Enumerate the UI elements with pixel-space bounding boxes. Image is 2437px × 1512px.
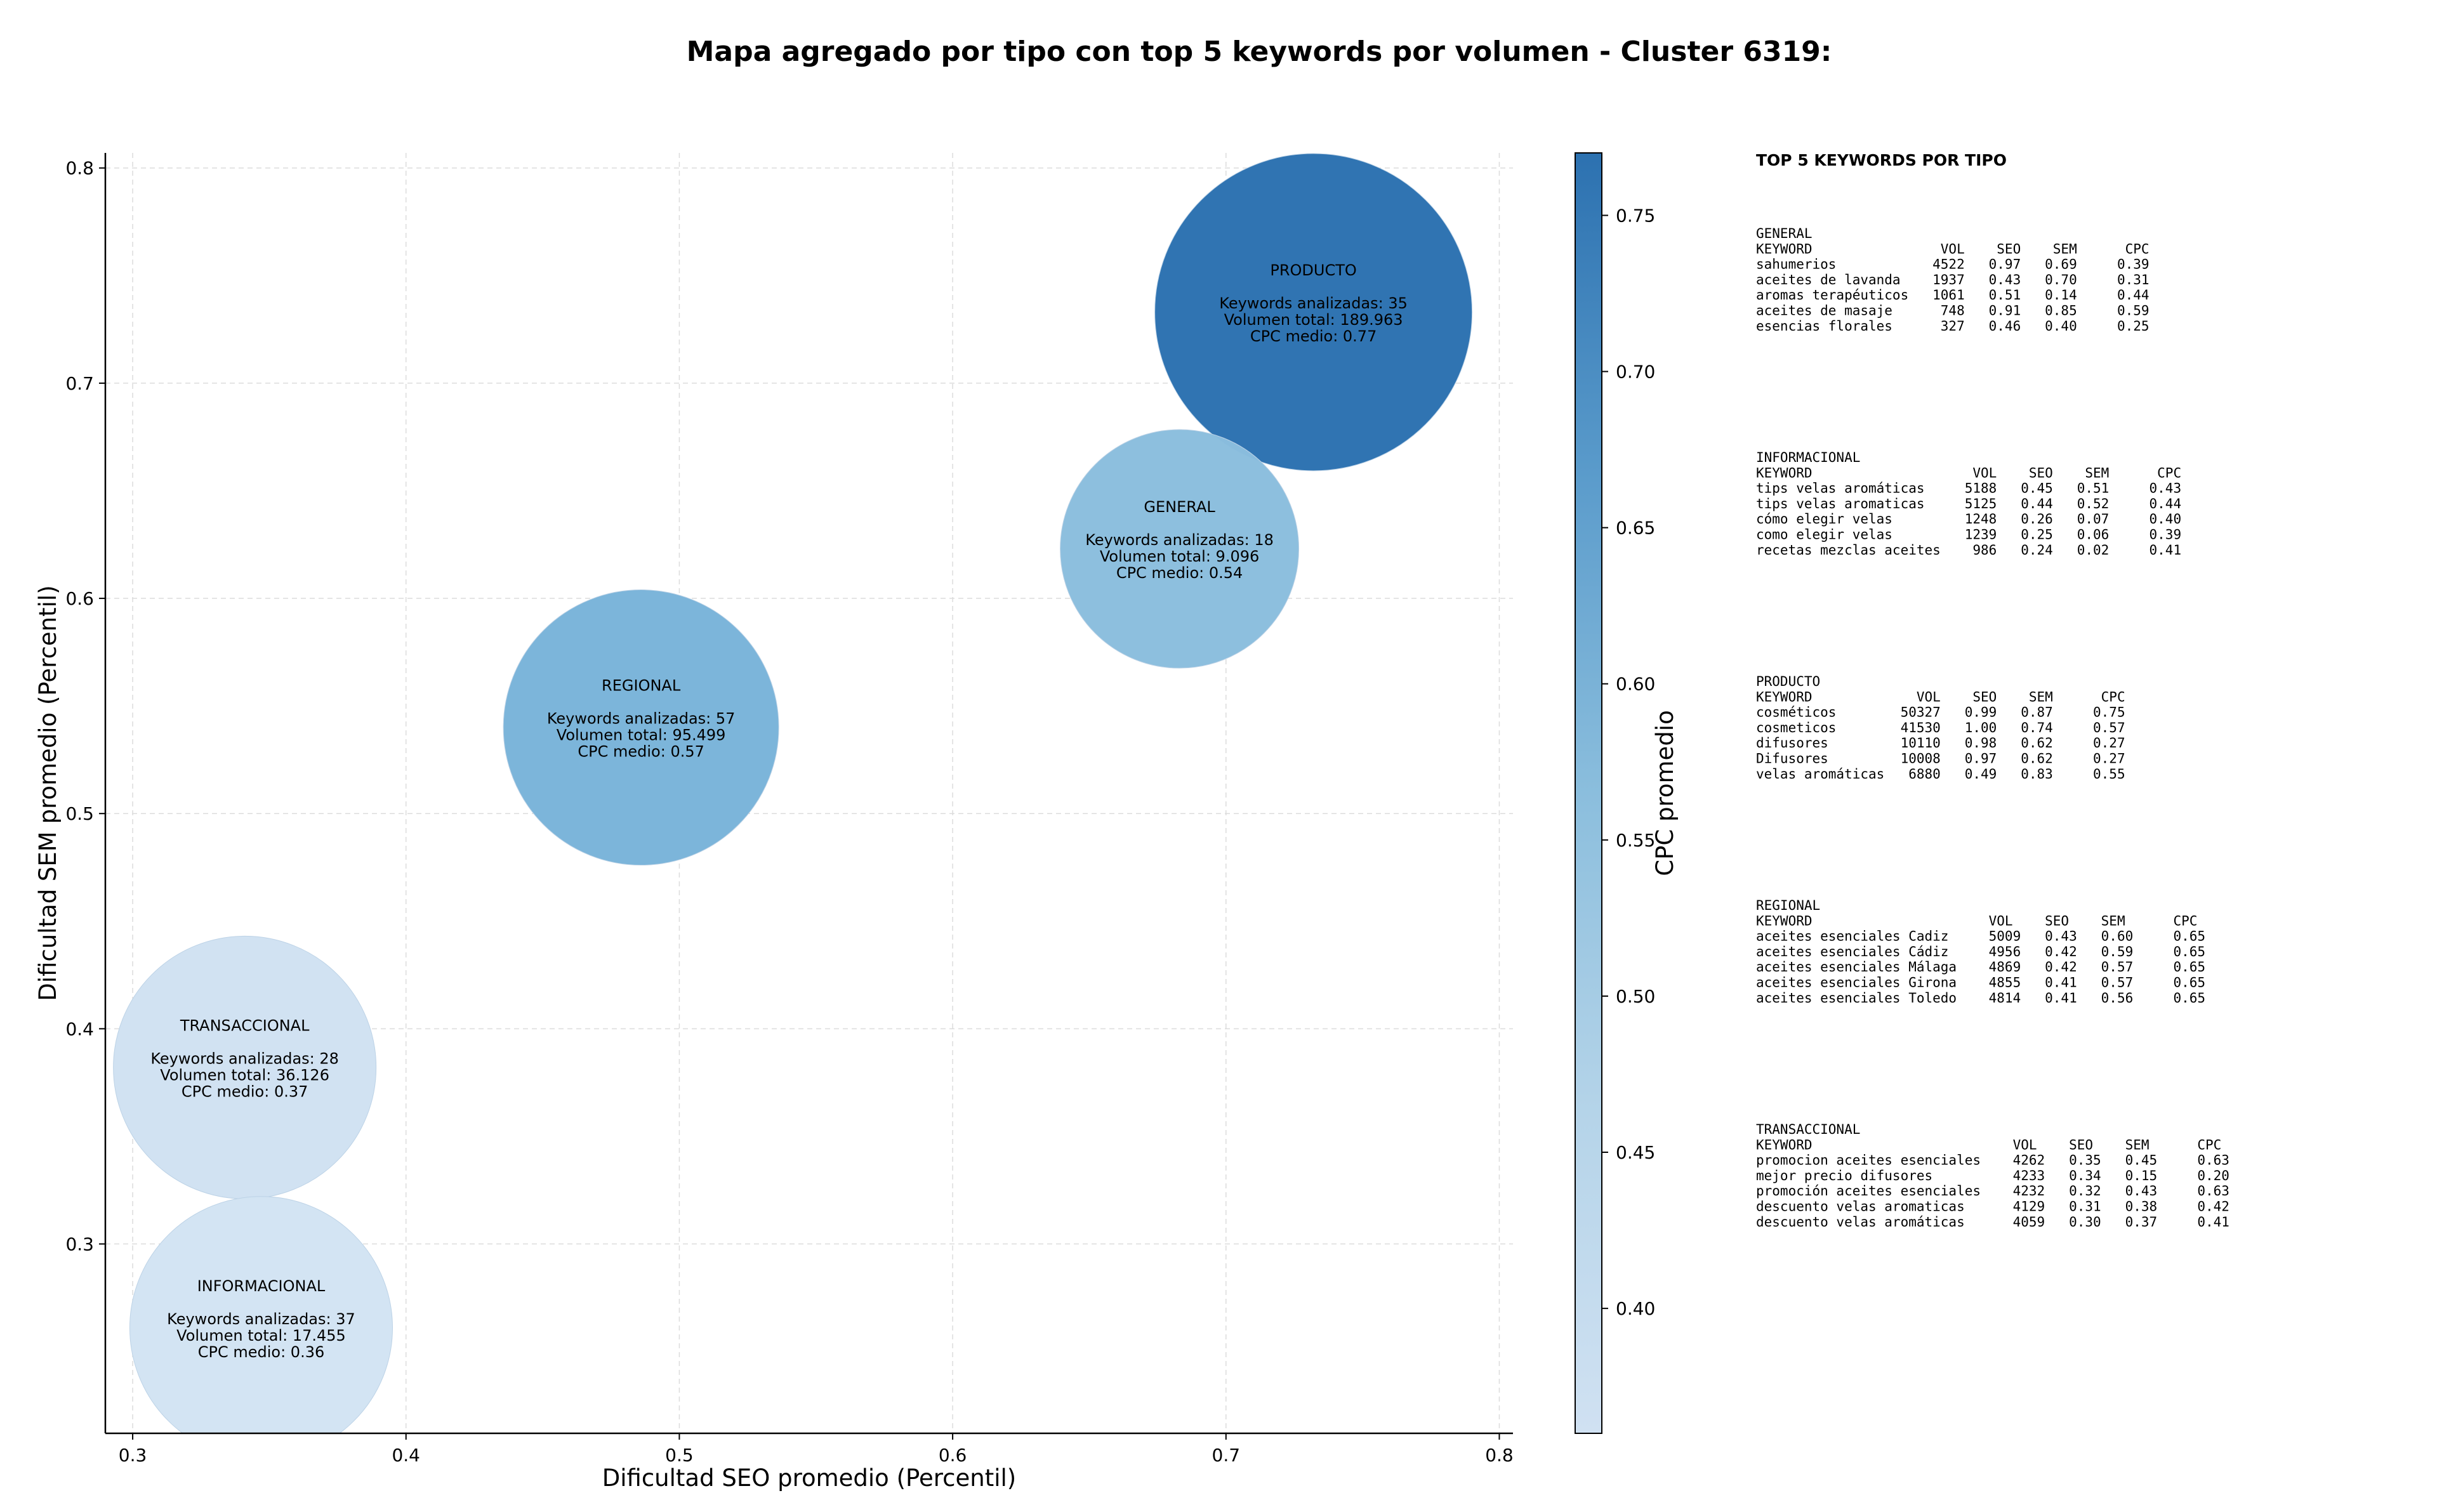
y-tick-label: 0.8 (65, 158, 94, 179)
panel-table-row: mejor precio difusores 4233 0.34 0.15 0.… (1756, 1168, 2229, 1183)
bubble-producto (1154, 153, 1473, 471)
x-tick-label: 0.4 (392, 1445, 420, 1466)
bubble-label-cpc-line: CPC medio: 0.77 (1250, 327, 1377, 345)
side-panel-title: TOP 5 KEYWORDS POR TIPO (1756, 151, 2007, 169)
bubbles (113, 153, 1473, 1433)
panel-table-header: KEYWORD VOL SEO SEM CPC (1756, 465, 2181, 480)
bubble-label-cpc-line: CPC medio: 0.36 (198, 1343, 325, 1361)
panel-table-row: difusores 10110 0.98 0.62 0.27 (1756, 735, 2125, 751)
bubble-label-volumen-line: Volumen total: 9.096 (1100, 548, 1259, 565)
y-tick-label: 0.6 (65, 588, 94, 609)
bubble-general (1060, 429, 1300, 669)
panel-table-row: cosméticos 50327 0.99 0.87 0.75 (1756, 705, 2125, 720)
panel-table-row: tips velas aromáticas 5188 0.45 0.51 0.4… (1756, 481, 2181, 496)
bubble-label-cpc-line: CPC medio: 0.37 (182, 1082, 308, 1100)
y-tick-label: 0.7 (65, 373, 94, 394)
y-tick-label: 0.5 (65, 803, 94, 824)
bubble-label-volumen-line: Volumen total: 17.455 (176, 1327, 346, 1344)
bubble-label-keywords-line: Keywords analizadas: 57 (547, 710, 736, 728)
panel-table-row: esencias florales 327 0.46 0.40 0.25 (1756, 319, 2150, 334)
colorbar-tick-label: 0.75 (1616, 205, 1655, 226)
colorbar-label: CPC promedio (1651, 710, 1679, 876)
bubble-label-volumen-line: Volumen total: 189.963 (1224, 311, 1403, 329)
bubble-label-cpc-line: CPC medio: 0.57 (578, 743, 704, 761)
panel-table-row: descuento velas aromaticas 4129 0.31 0.3… (1756, 1199, 2229, 1214)
y-ticks: 0.3 0.4 0.5 0.6 0.7 0.8 (65, 158, 105, 1255)
panel-table-header: KEYWORD VOL SEO SEM CPC (1756, 913, 2197, 928)
panel-table-row: recetas mezclas aceites 986 0.24 0.02 0.… (1756, 542, 2181, 558)
colorbar-tick-label: 0.70 (1616, 362, 1655, 383)
panel-table-row: Difusores 10008 0.97 0.62 0.27 (1756, 751, 2125, 766)
panel-table-row: como elegir velas 1239 0.25 0.06 0.39 (1756, 527, 2181, 542)
panel-table-row: aceites esenciales Cádiz 4956 0.42 0.59 … (1756, 944, 2205, 959)
panel-block-title: GENERAL (1756, 226, 1813, 241)
panel-block-title: PRODUCTO (1756, 674, 1820, 689)
y-axis-label: Dificultad SEM promedio (Percentil) (34, 585, 62, 1001)
bubble-label-keywords-line: Keywords analizadas: 18 (1085, 531, 1274, 549)
bubble-label-keywords-line: Keywords analizadas: 37 (167, 1310, 355, 1328)
bubble-label-keywords-line: Keywords analizadas: 35 (1219, 294, 1408, 312)
panel-table-row: velas aromáticas 6880 0.49 0.83 0.55 (1756, 766, 2125, 782)
panel-block-title: TRANSACCIONAL (1756, 1122, 1860, 1137)
panel-table-row: promoción aceites esenciales 4232 0.32 0… (1756, 1183, 2229, 1199)
panel-table-header: KEYWORD VOL SEO SEM CPC (1756, 689, 2125, 704)
x-tick-label: 0.3 (119, 1445, 147, 1466)
bubble-label-cpc-line: CPC medio: 0.54 (1116, 564, 1243, 582)
colorbar-tick-label: 0.40 (1616, 1298, 1655, 1319)
bubble-informacional (129, 1196, 393, 1433)
bubble-regional (503, 589, 779, 866)
x-tick-label: 0.7 (1212, 1445, 1241, 1466)
panel-block-title: REGIONAL (1756, 898, 1820, 913)
panel-table-header: KEYWORD VOL SEO SEM CPC (1756, 241, 2150, 256)
colorbar-tick-label: 0.60 (1616, 674, 1655, 695)
x-axis-label: Dificultad SEO promedio (Percentil) (602, 1464, 1016, 1492)
x-tick-label: 0.6 (939, 1445, 967, 1466)
panel-table-row: promocion aceites esenciales 4262 0.35 0… (1756, 1153, 2229, 1168)
panel-table-row: cosmeticos 41530 1.00 0.74 0.57 (1756, 720, 2125, 735)
bubble-label-tipo: GENERAL (1144, 498, 1215, 516)
x-ticks: 0.3 0.4 0.5 0.6 0.7 0.8 (119, 1433, 1514, 1466)
y-tick-label: 0.3 (65, 1234, 94, 1255)
colorbar-tick-label: 0.45 (1616, 1142, 1655, 1163)
panel-table-row: aceites esenciales Toledo 4814 0.41 0.56… (1756, 990, 2205, 1006)
colorbar-tick-label: 0.55 (1616, 830, 1655, 851)
panel-table-row: descuento velas aromáticas 4059 0.30 0.3… (1756, 1214, 2229, 1230)
x-tick-label: 0.5 (665, 1445, 694, 1466)
bubble-label-tipo: PRODUCTO (1270, 261, 1356, 279)
bubble-label-volumen-line: Volumen total: 36.126 (160, 1066, 329, 1084)
plot-frame (104, 153, 1513, 1435)
panel-table-row: aceites esenciales Cadiz 5009 0.43 0.60 … (1756, 929, 2205, 944)
colorbar-tick-label: 0.50 (1616, 986, 1655, 1007)
bubble-label-volumen-line: Volumen total: 95.499 (557, 726, 726, 744)
colorbar-gradient (1575, 152, 1602, 1434)
panel-table-header: KEYWORD VOL SEO SEM CPC (1756, 1137, 2221, 1152)
panel-table-row: sahumerios 4522 0.97 0.69 0.39 (1756, 257, 2150, 272)
panel-table-row: aceites esenciales Girona 4855 0.41 0.57… (1756, 975, 2205, 990)
colorbar-ticks: 0.40 0.45 0.50 0.55 0.60 0.65 0.70 0.75 (1602, 205, 1655, 1319)
panel-table-row: aceites esenciales Málaga 4869 0.42 0.57… (1756, 959, 2205, 975)
colorbar-tick-label: 0.65 (1616, 518, 1655, 539)
panel-table-row: aceites de lavanda 1937 0.43 0.70 0.31 (1756, 272, 2150, 287)
bubble-label-tipo: REGIONAL (602, 677, 681, 695)
panel-table-row: aceites de masaje 748 0.91 0.85 0.59 (1756, 303, 2150, 319)
y-tick-label: 0.4 (65, 1018, 94, 1039)
panel-block-title: INFORMACIONAL (1756, 450, 1860, 465)
panel-table-row: aromas terapéuticos 1061 0.51 0.14 0.44 (1756, 287, 2150, 303)
bubble-label-tipo: INFORMACIONAL (197, 1277, 326, 1295)
chart-title: Mapa agregado por tipo con top 5 keyword… (687, 36, 1832, 68)
panel-table-row: tips velas aromaticas 5125 0.44 0.52 0.4… (1756, 496, 2181, 511)
x-tick-label: 0.8 (1485, 1445, 1514, 1466)
bubble-label-tipo: TRANSACCIONAL (180, 1016, 310, 1034)
panel-table-row: cómo elegir velas 1248 0.26 0.07 0.40 (1756, 511, 2181, 527)
bubble-label-keywords-line: Keywords analizadas: 28 (150, 1049, 339, 1067)
colorbar: 0.40 0.45 0.50 0.55 0.60 0.65 0.70 0.75 CPC pro… (1575, 152, 1679, 1434)
